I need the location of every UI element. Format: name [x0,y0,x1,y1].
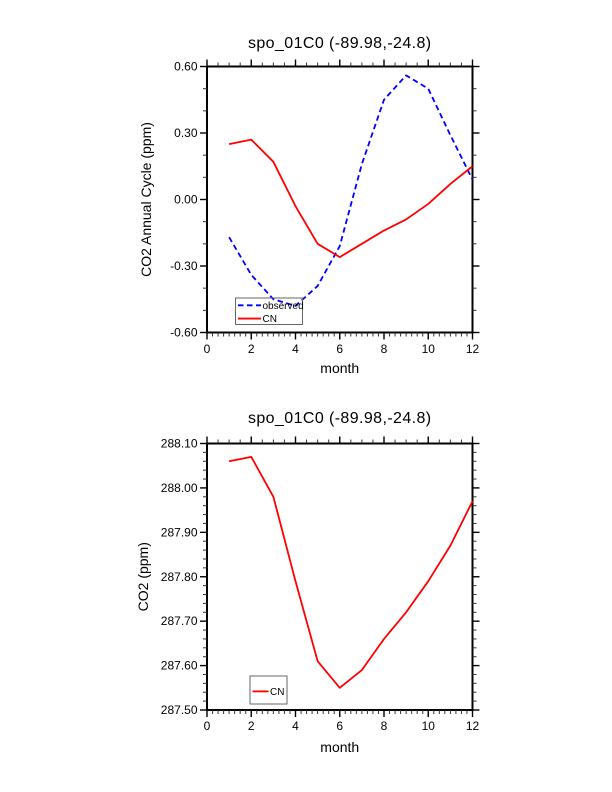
y-tick-label: -0.30 [170,259,198,273]
y-tick-label: 288.00 [161,481,198,495]
top-chart-ylabel: CO2 Annual Cycle (ppm) [138,122,154,277]
x-tick-label: 12 [466,342,480,356]
series-line-observed [228,74,474,307]
y-tick-label: 0.60 [174,60,198,74]
x-tick-label: 8 [381,342,388,356]
annual-cycle-chart: 0 2 4 6 8 10 12 0.60 0.30 0.00 -0.30 -0.60 observed C… [170,59,480,356]
legend-box [249,675,288,705]
y-tick-label: -0.60 [170,326,198,340]
x-tick-label: 8 [381,719,388,733]
series-line-CN [228,455,474,689]
y-tick-label: 287.70 [161,614,198,628]
x-tick-label: 10 [422,719,436,733]
x-tick-label: 4 [292,342,299,356]
y-tick-label: 0.00 [174,193,198,207]
y-tick-label: 0.30 [174,126,198,140]
x-tick-label: 0 [204,342,211,356]
legend-box [235,297,303,325]
plot-frame [206,442,474,711]
y-tick-label: 287.90 [161,525,198,539]
legend-label-CN: CN [263,314,277,325]
top-chart-title: spo_01C0 (-89.98,-24.8) [248,35,432,52]
y-tick-label: 287.50 [161,703,198,717]
x-tick-label: 10 [422,342,436,356]
bottom-chart-title: spo_01C0 (-89.98,-24.8) [248,410,432,427]
legend-label-observed: observed [263,301,304,312]
x-tick-label: 6 [336,342,343,356]
y-tick-label: 288.10 [161,437,198,451]
x-tick-label: 2 [248,342,255,356]
x-tick-label: 12 [466,719,480,733]
x-tick-label: 6 [336,719,343,733]
top-chart-xlabel: month [320,360,359,376]
series-line-CN [228,138,474,259]
x-tick-label: 2 [248,719,255,733]
y-tick-label: 287.80 [161,570,198,584]
co2-concentration-chart: 0 2 4 6 8 10 12 288.10 288.00 287.90 287.80 287.70 2… [161,436,480,733]
legend-label-CN: CN [270,687,284,698]
bottom-chart-ylabel: CO2 (ppm) [135,542,151,611]
x-tick-label: 0 [204,719,211,733]
x-tick-label: 4 [292,719,299,733]
bottom-chart-xlabel: month [320,739,359,755]
y-tick-label: 287.60 [161,659,198,673]
